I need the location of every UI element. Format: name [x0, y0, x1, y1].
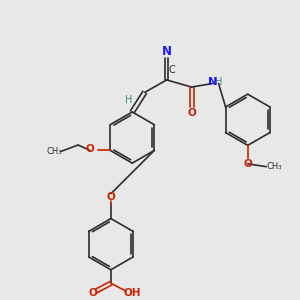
Text: N: N — [208, 77, 217, 87]
Text: O: O — [85, 144, 94, 154]
Text: N: N — [162, 45, 172, 58]
Text: O: O — [106, 192, 115, 202]
Text: H: H — [215, 77, 222, 87]
Text: O: O — [243, 159, 252, 169]
Text: CH₃: CH₃ — [266, 162, 282, 171]
Text: OH: OH — [124, 288, 141, 298]
Text: CH₃: CH₃ — [46, 147, 62, 156]
Text: O: O — [187, 108, 196, 118]
Text: C: C — [169, 65, 176, 75]
Text: H: H — [125, 94, 132, 104]
Text: O: O — [88, 288, 97, 298]
